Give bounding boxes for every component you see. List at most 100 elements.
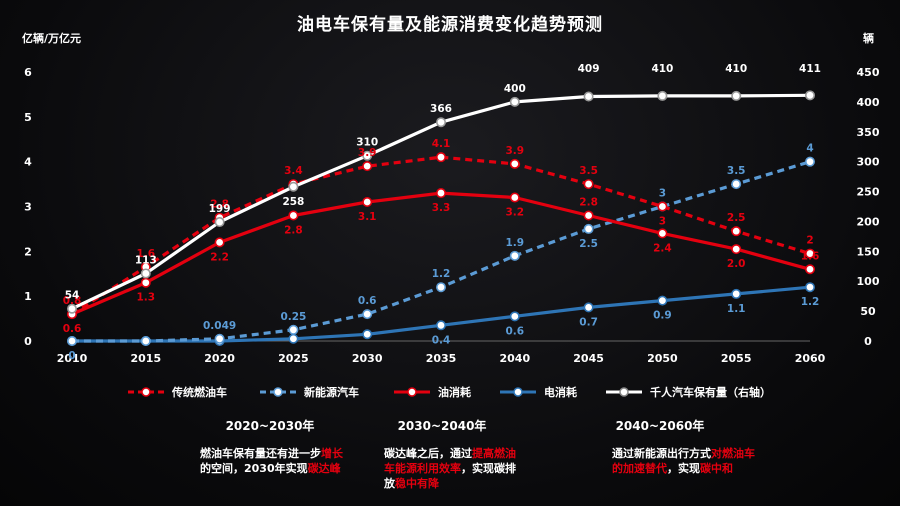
y2-tick-label: 300 [857,156,880,169]
data-point-oil [509,192,520,203]
legend-elec-icon [500,387,536,397]
data-label-traditional: 1.6 [136,248,155,260]
x-tick-label: 2015 [130,352,161,365]
data-label-oil: 3.1 [358,211,377,223]
data-label-nev: 3.5 [727,165,746,177]
data-label-traditional: 4.1 [432,138,451,150]
y-tick-label: 1 [24,290,32,303]
y-tick-label: 6 [24,66,32,79]
data-label-elec: 0.7 [579,316,598,328]
data-point-ownership [804,90,815,101]
data-point-ownership [435,117,446,128]
data-label-nev: 0.6 [358,295,377,307]
legend: 传统燃油车 新能源汽车 油消耗 电消耗 千人汽车保有量（右轴） [0,384,900,404]
data-label-ownership: 409 [578,63,600,75]
note-3-text-a: 通过新能源出行方式 [612,447,711,460]
data-label-traditional: 2 [806,235,813,247]
data-point-nev [214,333,225,344]
data-point-traditional [657,201,668,212]
data-point-ownership [362,150,373,161]
data-label-traditional: 3.4 [284,165,303,177]
data-point-ownership [657,90,668,101]
data-label-oil: 0.6 [63,323,82,335]
data-point-ownership [67,303,78,314]
y-tick-label: 0 [24,335,32,348]
y2-tick-label: 400 [857,96,880,109]
y2-tick-label: 100 [857,275,880,288]
data-label-ownership: 410 [651,63,673,75]
note-3-text-b: ，实现 [667,462,700,475]
note-2-highlight-b: 稳中有降 [395,477,439,490]
data-label-traditional: 3.5 [579,165,598,177]
x-tick-label: 2035 [426,352,457,365]
data-label-nev: 1.2 [432,268,451,280]
right-axis-unit: 辆 [863,32,874,45]
data-label-elec: 0.4 [432,334,451,346]
period-note-3: 通过新能源出行方式对燃油车的加速替代，实现碳中和 [612,446,762,476]
y-tick-label: 4 [24,156,32,169]
data-point-traditional [435,152,446,163]
legend-ownership-icon [606,387,642,397]
data-label-oil: 2.4 [653,242,672,254]
data-point-oil [214,237,225,248]
data-point-traditional [362,161,373,172]
y-tick-label: 2 [24,245,32,258]
note-2-text-b: ，实现碳排放 [384,462,516,490]
period-label-2: 2030~2040年 [397,419,487,433]
data-label-oil: 3.3 [432,202,451,214]
legend-item-oil: 油消耗 [392,384,471,400]
data-point-elec [435,320,446,331]
legend-label-elec: 电消耗 [544,386,577,399]
data-label-elec: 1.1 [727,303,746,315]
data-point-nev [435,282,446,293]
x-tick-label: 2030 [352,352,383,365]
data-label-ownership: 410 [725,63,747,75]
period-label-1: 2020~2030年 [225,419,315,433]
data-label-nev: 3 [659,188,666,200]
legend-oil-icon [394,387,430,397]
data-label-oil: 1.6 [801,250,820,262]
x-tick-label: 2040 [499,352,530,365]
x-tick-label: 2060 [795,352,826,365]
data-label-nev: 0.25 [280,311,306,323]
data-label-ownership: 400 [504,83,526,95]
data-label-elec: 1.2 [801,296,820,308]
data-point-elec [362,329,373,340]
legend-item-elec: 电消耗 [498,384,577,400]
data-point-oil [804,264,815,275]
data-point-nev [140,335,151,346]
data-label-oil: 2.8 [284,224,303,236]
data-point-traditional [583,179,594,190]
data-label-ownership: 258 [282,196,304,208]
data-label-traditional: 0.8 [63,295,82,307]
chart-title: 油电车保有量及能源消费变化趋势预测 [297,15,603,35]
x-tick-label: 2010 [57,352,88,365]
data-point-elec [583,302,594,313]
note-1-highlight-b: 碳达峰 [307,462,341,475]
data-label-nev: 2.5 [579,238,598,250]
data-point-traditional [804,248,815,259]
data-label-nev: 0.049 [203,320,236,332]
data-label-oil: 2.0 [727,258,746,270]
y-tick-label: 5 [24,111,32,124]
data-point-oil [657,228,668,239]
legend-item-traditional: 传统燃油车 [126,384,227,400]
data-point-nev [583,223,594,234]
data-point-nev [804,156,815,167]
data-label-traditional: 3.9 [358,147,377,159]
data-point-elec [509,311,520,322]
data-point-ownership [583,91,594,102]
data-label-oil: 2.2 [210,251,229,263]
note-1-text-a: 燃油车保有量还有进一步 [200,447,321,460]
data-label-ownership: 113 [135,254,157,266]
x-tick-label: 2055 [721,352,752,365]
x-tick-label: 2025 [278,352,309,365]
series-line-traditional [71,155,811,316]
data-label-traditional: 2.8 [210,199,229,211]
left-axis-unit: 亿辆/万亿元 [22,32,82,45]
legend-item-ownership: 千人汽车保有量（右轴） [604,384,771,400]
x-tick-label: 2045 [573,352,604,365]
data-label-nev: 0 [68,350,75,362]
data-label-oil: 3.2 [505,207,524,219]
